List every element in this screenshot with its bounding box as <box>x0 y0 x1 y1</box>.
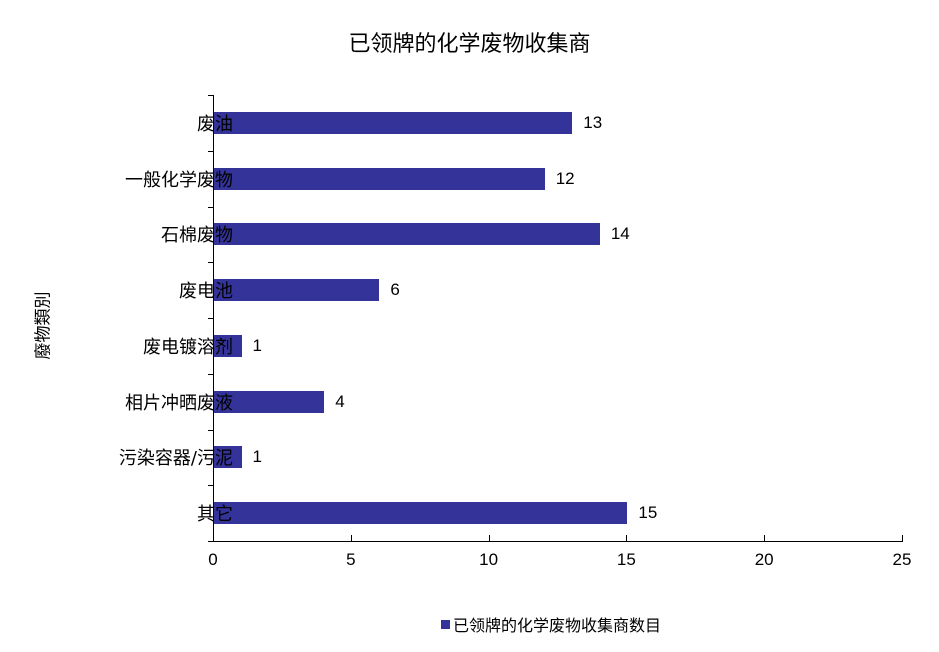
x-axis-tick <box>902 535 903 541</box>
category-label: 污染容器/污泥 <box>118 448 233 470</box>
bar <box>214 502 628 525</box>
category-label: 其它 <box>197 504 233 526</box>
y-axis-title-text: 廢物類別 <box>33 291 54 359</box>
x-axis-tick-label: 20 <box>754 550 774 569</box>
y-axis-tick <box>208 150 213 152</box>
x-axis-tick-label: 5 <box>346 550 356 569</box>
bar <box>214 223 600 246</box>
data-label: 12 <box>555 168 575 188</box>
category-label: 废电池 <box>179 281 233 303</box>
y-axis-title: 廢物類別 <box>28 270 54 380</box>
x-axis-tick-label: 10 <box>479 550 499 569</box>
y-axis-tick <box>208 541 213 542</box>
category-label: 石棉废物 <box>161 225 233 247</box>
category-label: 相片冲晒废液 <box>125 392 233 414</box>
data-label: 1 <box>252 447 263 467</box>
bar <box>214 167 545 190</box>
y-axis-tick <box>208 95 213 96</box>
data-label: 6 <box>390 280 400 300</box>
x-axis-tick <box>213 535 214 541</box>
legend: 已领牌的化学废物收集商数目 <box>441 612 661 636</box>
x-axis-tick <box>626 535 628 541</box>
x-axis-tick-label: 15 <box>616 550 636 569</box>
y-axis-tick <box>208 373 213 375</box>
y-axis-tick <box>208 262 213 264</box>
data-label: 15 <box>638 503 658 523</box>
bar <box>214 334 242 357</box>
plot-area: 0 5 10 15 20 25 13 12 14 6 1 4 1 15 <box>208 95 911 569</box>
data-label: 4 <box>335 391 345 411</box>
chart-title: 已领牌的化学废物收集商 <box>348 32 591 57</box>
category-label: 废油 <box>197 113 233 135</box>
data-label: 1 <box>252 335 263 355</box>
bar <box>214 111 573 134</box>
bar <box>214 390 325 413</box>
x-axis-tick-label: 0 <box>208 550 218 569</box>
y-axis-tick <box>208 206 213 208</box>
y-axis-line <box>213 95 214 542</box>
y-axis-tick <box>208 318 213 319</box>
legend-label: 已领牌的化学废物收集商数目 <box>453 616 662 635</box>
x-axis-line <box>213 541 903 542</box>
data-label: 14 <box>610 224 630 244</box>
category-label: 废电镀溶剂 <box>143 336 233 358</box>
bar <box>214 279 380 302</box>
x-axis-tick <box>350 535 352 541</box>
y-axis-tick <box>208 429 213 431</box>
x-axis-tick <box>764 535 766 541</box>
bar <box>214 446 242 469</box>
x-axis-tick <box>488 535 490 541</box>
category-label: 一般化学废物 <box>125 169 233 191</box>
data-label: 13 <box>583 112 603 132</box>
legend-swatch-icon <box>441 619 450 629</box>
y-axis-tick <box>208 485 213 487</box>
x-axis-tick-label: 25 <box>892 550 912 569</box>
